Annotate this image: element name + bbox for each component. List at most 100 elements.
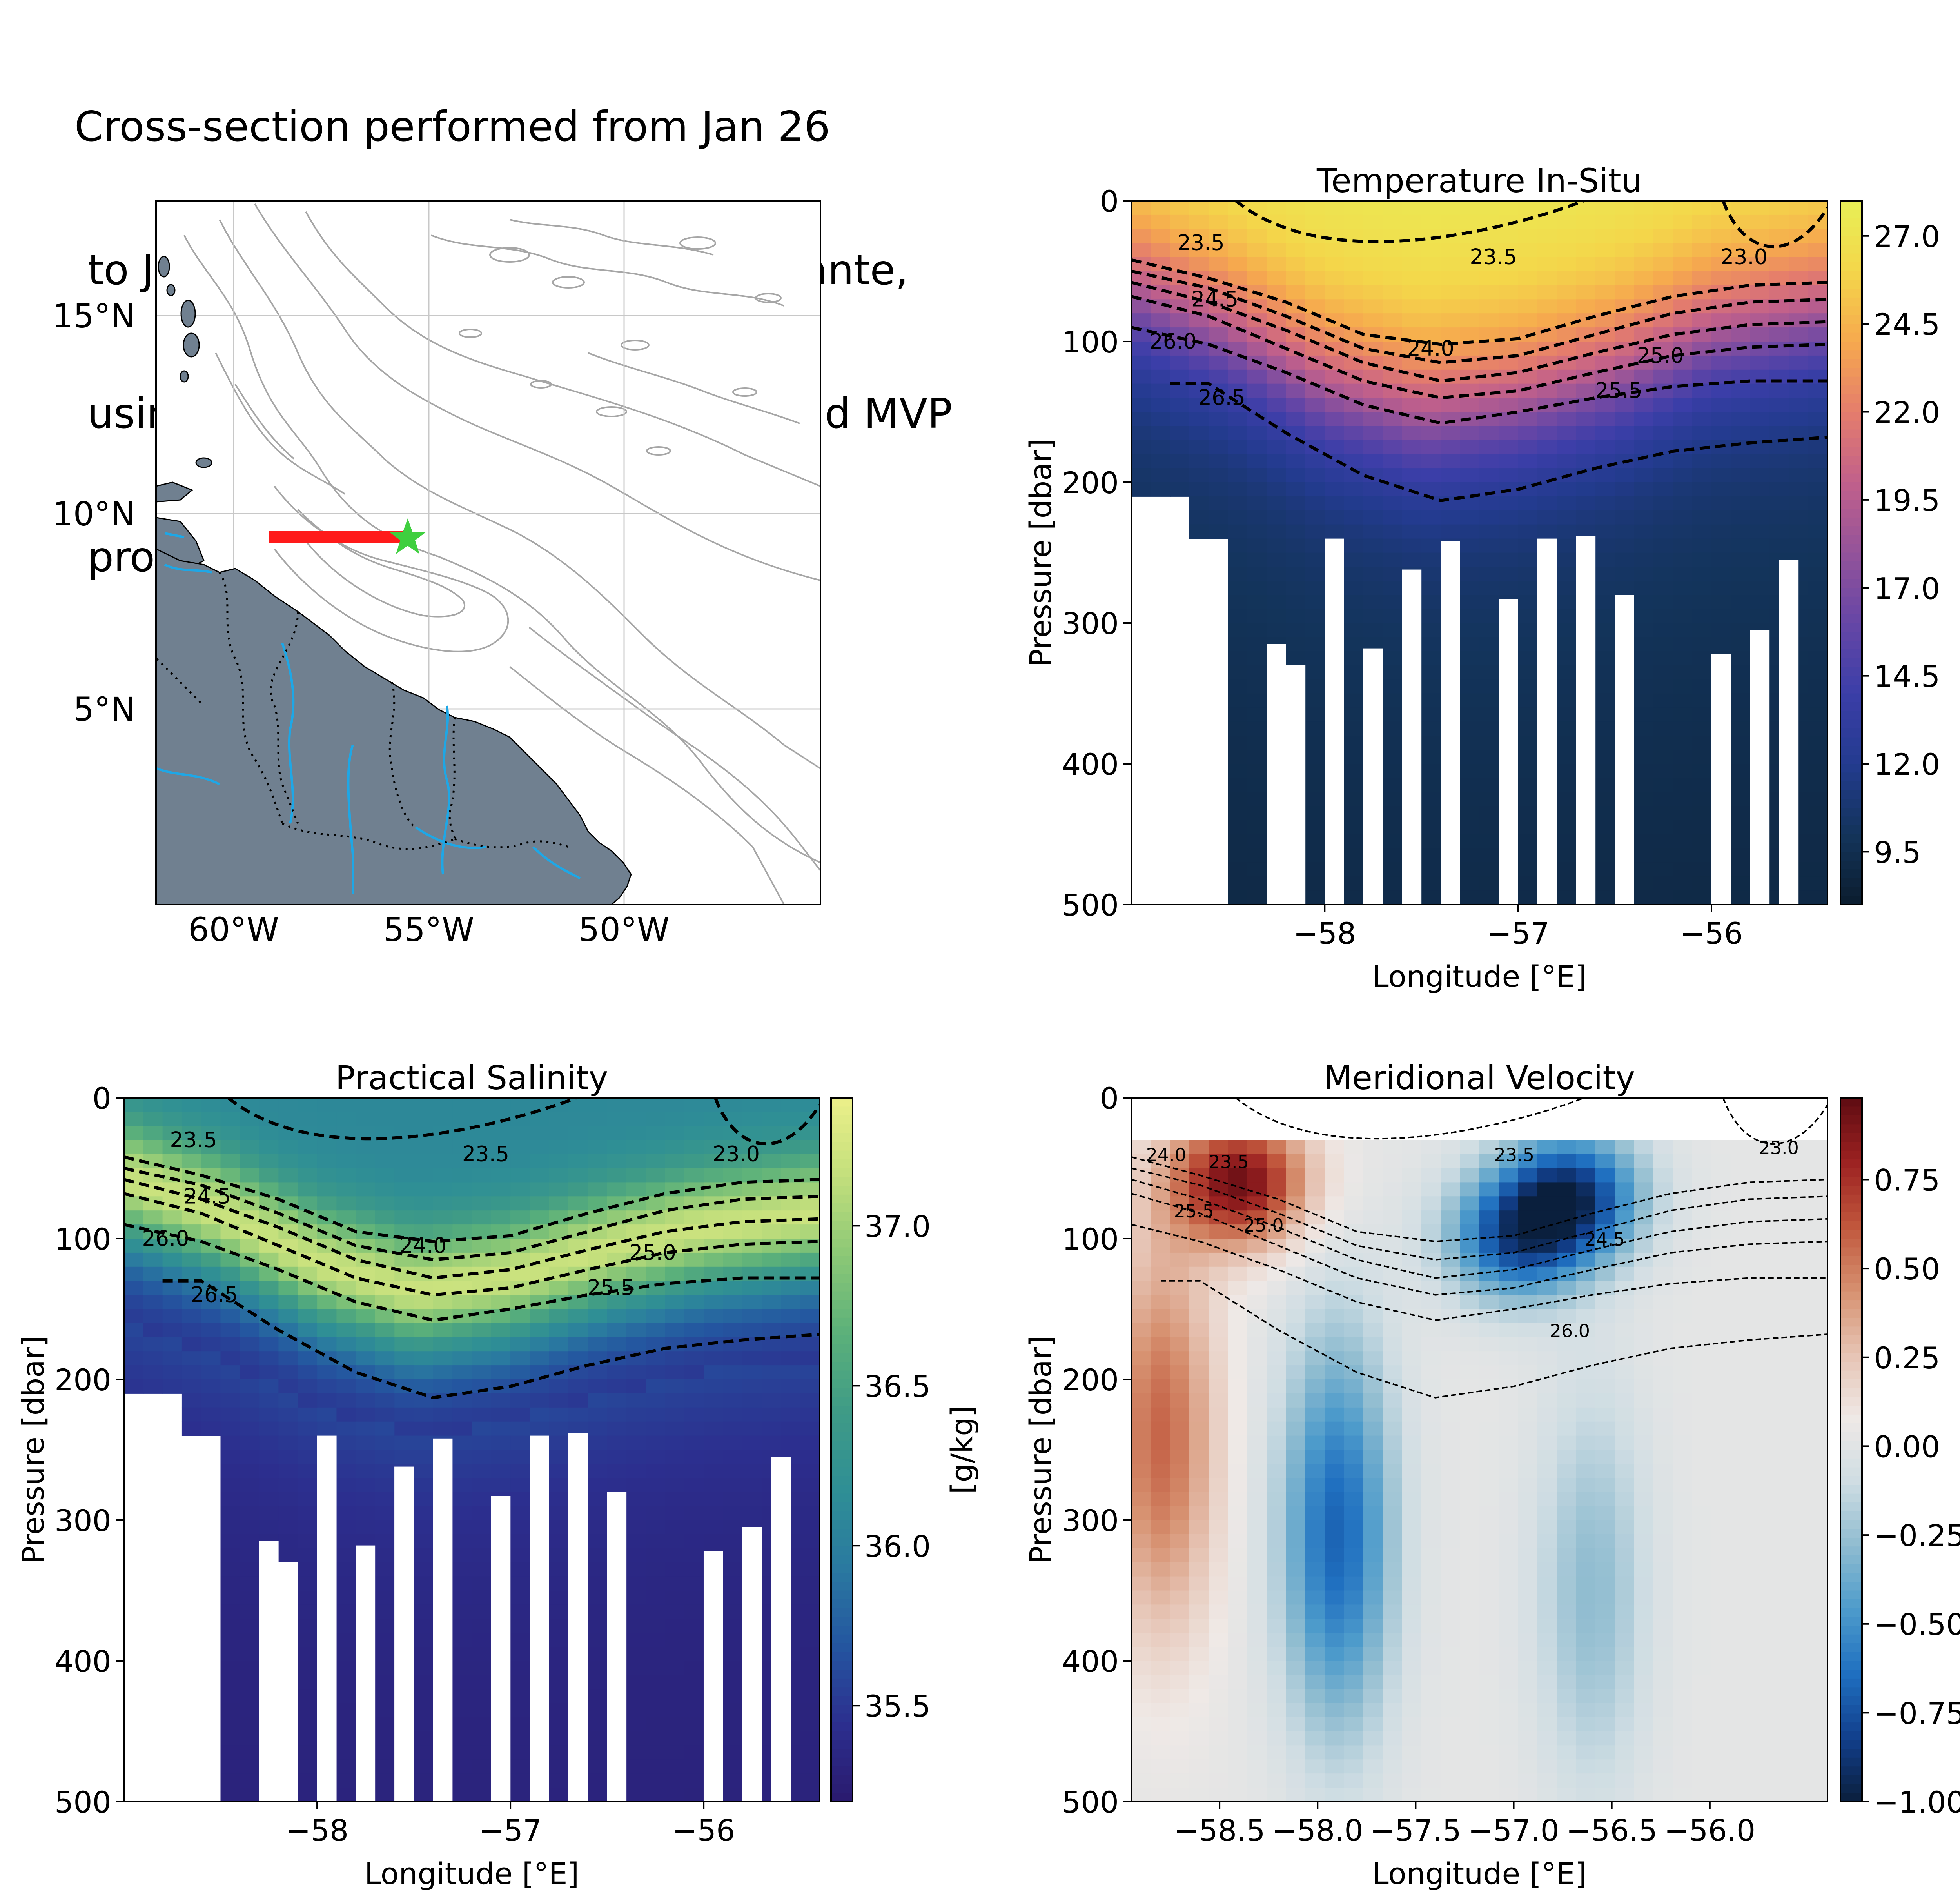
heatmap-cell: [723, 1140, 743, 1155]
heatmap-cell: [1557, 510, 1577, 525]
heatmap-cell: [491, 1140, 511, 1155]
heatmap-cell: [588, 1520, 608, 1535]
heatmap-cell: [607, 1266, 627, 1281]
heatmap-cell: [1363, 567, 1383, 581]
heatmap-cell: [607, 1309, 627, 1324]
heatmap-cell: [1363, 609, 1383, 623]
heatmap-cell: [1151, 1281, 1171, 1295]
heatmap-cell: [298, 1478, 318, 1493]
heatmap-cell: [1383, 1548, 1403, 1563]
colorbar-segment: [1840, 878, 1862, 888]
heatmap-cell: [1499, 1182, 1519, 1197]
heatmap-cell: [1615, 468, 1635, 483]
heatmap-cell: [1595, 1661, 1615, 1675]
colorbar-segment: [831, 1537, 853, 1547]
heatmap-cell: [491, 1407, 511, 1422]
heatmap-cell: [549, 1492, 569, 1507]
heatmap-cell: [1267, 496, 1287, 511]
heatmap-cell: [1460, 1224, 1480, 1239]
heatmap-cell: [1595, 538, 1615, 553]
heatmap-cell: [704, 1168, 724, 1183]
heatmap-cell: [646, 1689, 666, 1704]
heatmap-cell: [1634, 1337, 1654, 1352]
heatmap-cell: [665, 1323, 685, 1338]
heatmap-cell: [549, 1154, 569, 1169]
heatmap-cell: [1653, 1548, 1673, 1563]
heatmap-cell: [1499, 1239, 1519, 1253]
heatmap-cell: [1441, 369, 1461, 384]
heatmap-cell: [1247, 848, 1267, 863]
heatmap-cell: [1383, 1576, 1403, 1591]
heatmap-cell: [549, 1520, 569, 1535]
heatmap-cell: [1595, 1266, 1615, 1281]
heatmap-cell: [356, 1407, 376, 1422]
heatmap-cell: [491, 1421, 511, 1436]
heatmap-cell: [1228, 750, 1248, 764]
heatmap-cell: [665, 1266, 685, 1281]
heatmap-cell: [1421, 806, 1441, 821]
heatmap-cell: [1692, 524, 1712, 539]
heatmap-cell: [588, 1168, 608, 1183]
x-tick-label: −58: [286, 1813, 348, 1848]
heatmap-cell: [1325, 1478, 1345, 1493]
heatmap-cell: [1383, 454, 1403, 469]
heatmap-cell: [646, 1548, 666, 1563]
heatmap-cell: [336, 1492, 356, 1507]
colorbar-segment: [1840, 271, 1862, 280]
heatmap-cell: [356, 1098, 376, 1112]
heatmap-cell: [1363, 1266, 1383, 1281]
heatmap-cell: [1499, 1590, 1519, 1605]
heatmap-cell: [1441, 313, 1461, 328]
heatmap-cell: [1808, 595, 1828, 610]
heatmap-cell: [1286, 1393, 1306, 1408]
heatmap-cell: [1634, 1703, 1654, 1718]
heatmap-cell: [1518, 637, 1538, 652]
heatmap-cell: [1557, 412, 1577, 427]
heatmap-cell: [1460, 581, 1480, 596]
heatmap-cell: [1460, 1661, 1480, 1675]
heatmap-cell: [530, 1407, 550, 1422]
heatmap-cell: [1537, 1450, 1557, 1464]
heatmap-cell: [1537, 1534, 1557, 1549]
heatmap-cell: [1595, 342, 1615, 356]
heatmap-cell: [665, 1464, 685, 1479]
colorbar-segment: [831, 1608, 853, 1617]
heatmap-cell: [1653, 229, 1673, 243]
colorbar-segment: [1840, 860, 1862, 870]
heatmap-cell: [1286, 1464, 1306, 1479]
heatmap-cell: [491, 1337, 511, 1352]
heatmap-cell: [1170, 257, 1190, 272]
heatmap-cell: [723, 1421, 743, 1436]
heatmap-cell: [491, 1393, 511, 1408]
heatmap-cell: [1615, 1182, 1635, 1197]
heatmap-cell: [665, 1731, 685, 1746]
heatmap-cell: [181, 1168, 202, 1183]
heatmap-cell: [1769, 327, 1789, 342]
x-tick-label: −56: [672, 1813, 735, 1848]
heatmap-cell: [1131, 1548, 1151, 1563]
heatmap-cell: [472, 1196, 492, 1211]
heatmap-cell: [1344, 243, 1364, 258]
heatmap-cell: [336, 1675, 356, 1690]
heatmap-cell: [1460, 1154, 1480, 1169]
heatmap-cell: [665, 1590, 685, 1605]
heatmap-cell: [1286, 1478, 1306, 1493]
heatmap-cell: [1286, 1435, 1306, 1450]
heatmap-cell: [220, 1647, 240, 1661]
heatmap-cell: [1189, 201, 1209, 215]
heatmap-cell: [1750, 201, 1770, 215]
heatmap-cell: [665, 1689, 685, 1704]
heatmap-cell: [1479, 1520, 1499, 1535]
heatmap-cell: [1189, 1309, 1209, 1324]
heatmap-cell: [124, 1365, 144, 1380]
heatmap-cell: [1615, 1619, 1635, 1633]
heatmap-cell: [1131, 1759, 1151, 1774]
heatmap-cell: [1151, 1773, 1171, 1788]
heatmap-cell: [1247, 693, 1267, 708]
heatmap-cell: [1286, 1548, 1306, 1563]
heatmap-cell: [1228, 651, 1248, 666]
heatmap-cell: [1228, 862, 1248, 877]
map-panel: 15°N 10°N 5°N 60°W 55°W 50°W: [52, 200, 821, 949]
heatmap-cell: [1499, 454, 1519, 469]
heatmap-cell: [452, 1745, 472, 1760]
